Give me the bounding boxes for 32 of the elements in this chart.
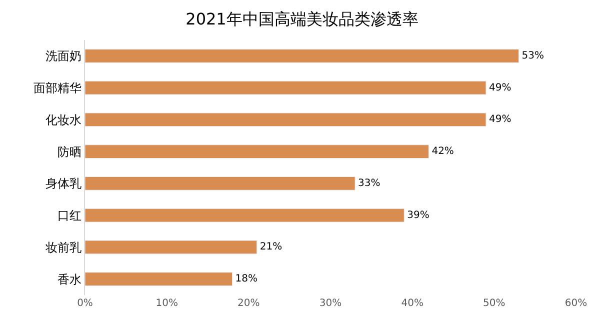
bar <box>85 112 486 127</box>
y-tick-label: 面部精华 <box>34 81 82 96</box>
x-tick-label: 50% <box>483 298 506 309</box>
bar <box>85 208 404 222</box>
x-tick-label: 40% <box>401 298 424 309</box>
y-tick-label: 香水 <box>58 272 82 286</box>
y-tick-label: 洗面奶 <box>46 49 82 64</box>
data-label: 49% <box>488 114 512 126</box>
chart-title: 2021年中国高端美妆品类渗透率 <box>186 10 418 29</box>
y-tick-label: 化妆水 <box>46 112 82 127</box>
x-tick-label: 20% <box>238 298 260 309</box>
data-label: 49% <box>488 82 512 94</box>
data-label: 53% <box>522 50 544 62</box>
y-tick-label: 身体乳 <box>46 176 82 191</box>
bar <box>85 48 519 63</box>
bar <box>85 272 233 286</box>
data-label: 39% <box>407 210 430 221</box>
bar <box>85 176 356 190</box>
data-label: 18% <box>235 274 258 285</box>
bar <box>85 144 429 159</box>
bar <box>85 80 486 95</box>
x-tick-label: 30% <box>319 298 342 309</box>
x-tick-label: 60% <box>564 298 588 309</box>
y-tick-label: 口红 <box>58 208 82 223</box>
data-label: 21% <box>260 242 282 253</box>
data-label: 33% <box>358 178 380 189</box>
x-tick-label: 0% <box>77 298 93 309</box>
data-label: 42% <box>432 146 454 158</box>
bar <box>85 240 258 254</box>
x-tick-label: 10% <box>156 298 178 309</box>
y-tick-label: 防晒 <box>58 144 82 159</box>
y-tick-label: 妆前乳 <box>46 240 82 254</box>
